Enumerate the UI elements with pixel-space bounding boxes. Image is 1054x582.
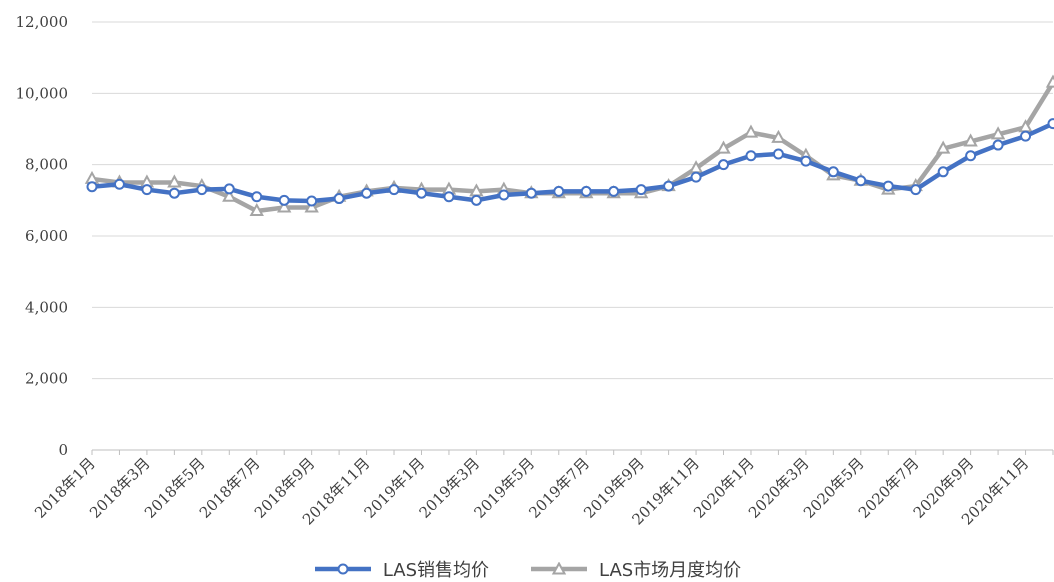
legend-item-market: LAS市场月度均价 [529, 556, 741, 582]
data-point-circle [168, 187, 180, 199]
y-tick-label: 0 [58, 441, 68, 459]
data-point-circle [855, 175, 867, 187]
data-point-triangle [249, 202, 264, 217]
data-point-circle [1047, 118, 1054, 130]
data-point-circle [910, 184, 922, 196]
y-tick-label: 4,000 [25, 298, 68, 316]
data-point-circle [141, 184, 153, 196]
data-point-triangle [935, 140, 951, 154]
data-point-circle [1020, 130, 1032, 142]
legend-marker-sales [314, 563, 371, 575]
data-point-circle [361, 187, 373, 199]
data-point-triangle [469, 183, 484, 197]
data-point-circle [388, 184, 400, 196]
data-point-circle [333, 193, 345, 205]
data-point-circle [498, 189, 510, 201]
series-line [89, 121, 1054, 204]
data-point-circle [525, 187, 537, 199]
data-point-circle [745, 150, 757, 162]
data-point-circle [827, 166, 839, 178]
data-point-triangle [1045, 74, 1054, 88]
data-point-circle [635, 184, 647, 196]
gridlines [92, 21, 1053, 380]
data-point-circle [965, 150, 977, 162]
y-tick-label: 12,000 [16, 13, 69, 31]
data-point-circle [415, 187, 427, 199]
data-point-circle [992, 139, 1004, 151]
data-point-triangle [277, 199, 292, 213]
data-point-circle [553, 185, 565, 197]
data-point-circle [718, 159, 730, 171]
x-axis-ticks: 2018年1月2018年3月2018年5月2018年7月2018年9月2018年… [31, 454, 1032, 528]
data-point-circle [306, 195, 318, 207]
legend-label-market: LAS市场月度均价 [599, 560, 742, 581]
data-point-triangle [222, 188, 237, 202]
data-point-circle [443, 191, 455, 203]
y-tick-label: 8,000 [25, 156, 68, 174]
data-point-circle [772, 148, 784, 160]
data-point-triangle [167, 174, 182, 188]
data-point-triangle [963, 133, 978, 147]
data-point-circle [223, 183, 235, 195]
data-point-triangle [716, 140, 731, 154]
data-point-circle [663, 180, 675, 192]
y-tick-label: 6,000 [25, 227, 68, 245]
data-point-circle [251, 191, 263, 203]
y-tick-label: 2,000 [25, 370, 68, 388]
data-point-circle [113, 178, 125, 190]
data-point-circle [278, 194, 290, 206]
data-point-circle [608, 185, 620, 197]
data-point-circle [470, 194, 482, 206]
x-axis [91, 449, 1054, 455]
data-point-circle [580, 185, 592, 197]
legend-item-sales: LAS销售均价 [313, 556, 489, 582]
line-chart: 0 2,000 4,000 6,000 8,000 10,000 12,000 2018年1… [16, 13, 1054, 529]
legend: LAS销售均价 LAS市场月度均价 [0, 556, 1054, 582]
y-axis-ticks: 0 2,000 4,000 6,000 8,000 10,000 12,000 [16, 13, 69, 459]
data-point-triangle [771, 129, 786, 143]
data-point-circle [86, 181, 98, 193]
data-point-circle [800, 155, 812, 167]
legend-label-sales: LAS销售均价 [382, 560, 489, 581]
data-point-circle [937, 166, 949, 178]
legend-marker-market [531, 562, 587, 575]
data-point-triangle [990, 126, 1006, 140]
plot-area [84, 74, 1054, 217]
data-point-circle [690, 171, 702, 183]
y-tick-label: 10,000 [16, 84, 69, 102]
data-point-triangle [743, 124, 759, 138]
data-point-circle [882, 180, 894, 192]
data-point-circle [196, 184, 208, 196]
